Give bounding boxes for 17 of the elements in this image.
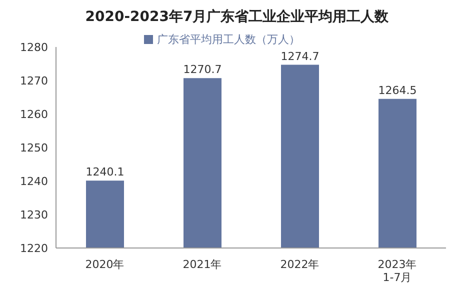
x-tick-label: 2021年 [182,258,222,271]
x-tick-label: 2022年 [280,258,320,271]
y-tick-label: 1250 [20,141,48,154]
x-tick-label: 2023年 1-7月 [378,258,417,284]
x-tick-label: 2020年 [85,258,124,271]
y-tick-label: 1240 [20,174,48,188]
data-label: 1270.7 [183,63,222,76]
data-label: 1274.7 [280,50,320,63]
y-tick-label: 1230 [20,208,48,222]
y-tick-label: 1220 [20,242,48,255]
data-label: 1240.1 [86,166,124,179]
y-tick-label: 1260 [20,108,48,121]
data-label: 1264.5 [378,84,417,97]
y-tick-label: 1270 [20,74,48,88]
legend-label: 广东省平均用工人数（万人） [157,33,300,46]
y-tick-label: 1280 [20,40,48,54]
chart-title: 2020-2023年7月广东省工业企业平均用工人数 [84,8,390,26]
